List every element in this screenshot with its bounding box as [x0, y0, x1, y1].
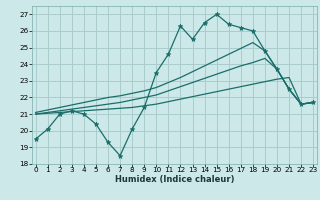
X-axis label: Humidex (Indice chaleur): Humidex (Indice chaleur) [115, 175, 234, 184]
